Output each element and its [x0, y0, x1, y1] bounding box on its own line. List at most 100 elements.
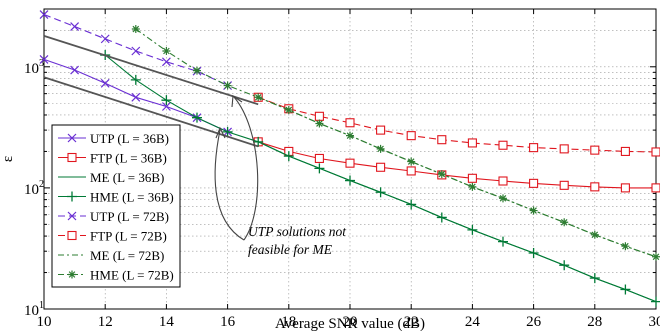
cross-marker	[131, 92, 141, 102]
annotation-text: UTP solutions not	[248, 224, 347, 239]
star-marker	[223, 81, 232, 90]
square-marker	[529, 143, 539, 153]
axis-ticks: 10 12 14 16 18 20 22 24 26 28 30 101 102 103	[24, 8, 660, 330]
x-tick-label: 22	[404, 314, 419, 330]
square-marker	[376, 162, 386, 172]
star-marker	[590, 230, 599, 239]
arrowhead	[215, 126, 226, 139]
cross-marker	[100, 78, 110, 88]
legend-box	[51, 124, 181, 288]
y-tick-label: 103	[24, 58, 44, 77]
x-axis-label: Average SNR value (dB)	[275, 316, 425, 331]
plus-marker	[192, 112, 202, 123]
x-tick-label: 24	[465, 314, 481, 330]
legend: UTP (L = 36B) FTP (L = 36B) ME (L = 36B) HM…	[51, 124, 181, 288]
arrowhead	[231, 95, 243, 108]
x-tick-label: 16	[220, 314, 236, 330]
plus-marker	[436, 212, 447, 223]
plus-marker	[375, 187, 386, 198]
y-tick-label: 101	[24, 300, 44, 319]
annotation-arrow	[214, 129, 245, 241]
star-marker	[468, 182, 477, 191]
square-marker	[314, 153, 324, 164]
square-marker	[406, 131, 416, 141]
plus-marker	[498, 236, 508, 247]
square-marker	[498, 140, 508, 150]
cross-marker	[131, 46, 141, 56]
square-marker	[437, 135, 447, 145]
plus-marker	[467, 224, 478, 235]
bound-line	[43, 35, 259, 106]
cross-marker	[161, 102, 171, 111]
cross-marker	[67, 211, 77, 221]
square-marker	[590, 182, 600, 192]
series-line	[258, 96, 657, 153]
series-layer	[39, 10, 660, 307]
square-marker	[620, 146, 630, 156]
legend-entry: UTP (L = 72B)	[58, 209, 169, 224]
plus-marker	[283, 151, 294, 162]
square-marker	[620, 183, 630, 193]
star-marker	[407, 157, 416, 166]
cross-marker	[161, 57, 171, 67]
plus-marker	[345, 175, 355, 186]
square-marker	[406, 166, 416, 176]
x-tick-label: 14	[159, 314, 175, 330]
legend-label: HME (L = 72B)	[90, 268, 174, 283]
plus-marker	[559, 260, 570, 271]
series-line	[258, 141, 656, 189]
x-tick-label: 26	[526, 314, 542, 330]
plus-marker	[620, 284, 631, 295]
y-tick-label: 102	[24, 179, 44, 198]
plus-marker	[161, 95, 172, 106]
series-line	[135, 28, 657, 258]
plus-marker	[130, 74, 141, 85]
star-marker	[346, 131, 354, 140]
square-marker	[529, 178, 539, 188]
legend-entry: ME (L = 36B)	[58, 170, 164, 185]
series-hme-l-36b	[100, 50, 660, 307]
star-marker	[560, 218, 569, 227]
star-marker	[621, 242, 630, 251]
x-tick-label: 18	[281, 314, 296, 330]
annotation-text: feasible for ME	[248, 242, 333, 257]
star-marker	[499, 194, 507, 203]
square-marker	[314, 111, 324, 121]
bound-guide-lines	[43, 35, 259, 148]
x-tick-label: 10	[37, 314, 52, 330]
cross-marker	[100, 34, 110, 44]
star-marker	[68, 270, 76, 279]
star-marker	[652, 252, 660, 261]
star-marker	[376, 144, 385, 153]
legend-entry: UTP (L = 36B)	[58, 131, 169, 146]
plus-marker	[589, 273, 600, 284]
square-marker	[559, 180, 569, 190]
legend-label: ME (L = 72B)	[90, 248, 164, 263]
plus-marker	[222, 126, 233, 137]
legend-label: UTP (L = 36B)	[90, 131, 169, 146]
annotation: UTP solutions not feasible for ME	[214, 95, 347, 257]
plus-marker	[528, 248, 539, 258]
cross-marker	[39, 55, 49, 64]
series-hme-l-72b	[131, 25, 660, 261]
star-marker	[254, 93, 263, 102]
legend-label: HME (L = 36B)	[90, 190, 174, 205]
star-marker	[315, 119, 324, 128]
square-marker	[651, 183, 660, 193]
star-marker	[162, 46, 171, 55]
legend-entry: HME (L = 36B)	[58, 190, 174, 205]
square-marker	[651, 147, 660, 157]
square-marker	[67, 230, 77, 241]
square-marker	[498, 176, 508, 186]
square-marker	[67, 152, 77, 163]
legend-entry: HME (L = 72B)	[58, 268, 174, 283]
bound-line	[43, 76, 259, 148]
legend-entry: FTP (L = 36B)	[58, 151, 167, 166]
cross-marker	[67, 133, 77, 143]
plus-marker	[314, 163, 325, 174]
square-marker	[467, 138, 477, 148]
series-line	[104, 54, 657, 303]
cross-marker	[39, 10, 49, 19]
star-marker	[193, 66, 201, 75]
